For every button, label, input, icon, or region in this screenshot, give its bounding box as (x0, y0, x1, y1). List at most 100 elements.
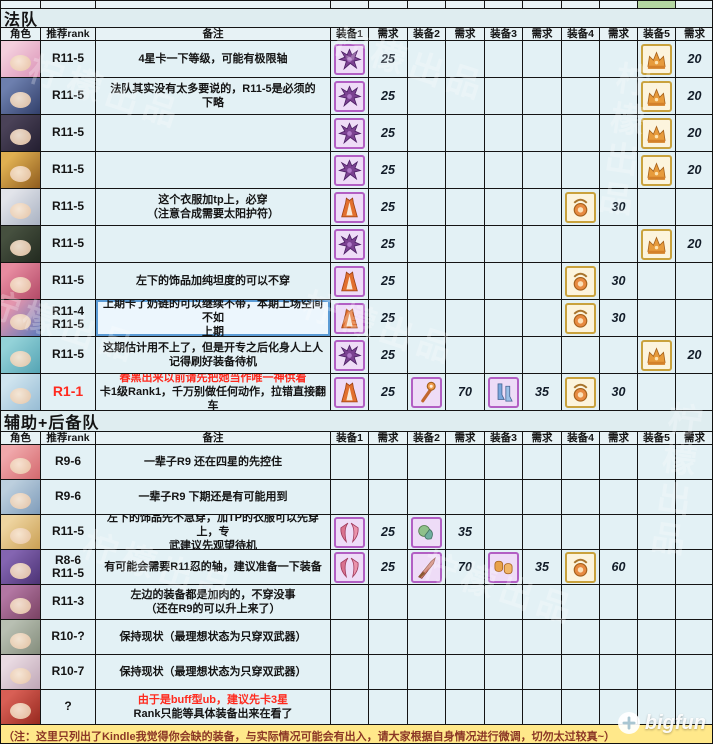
green-charm-icon (411, 516, 442, 548)
need-cell (523, 655, 562, 689)
equip-cell-empty (485, 337, 523, 373)
equip-cell-empty (638, 690, 676, 724)
bigfun-logo: bigfun (617, 711, 706, 735)
need-cell (600, 115, 638, 151)
equip-cell-empty (485, 189, 523, 225)
col-header-9: 装备4 (562, 432, 600, 444)
support-backup-rows: 角色 推荐rank 备注 装备1 需求 装备2 需求 装备3 需求 装备4 需求 装备5 需求 R9-6 一… (1, 432, 712, 725)
equip-cell-empty (408, 337, 446, 373)
footer-note: （注：这里只列出了Kindle我觉得你会缺的装备，与实际情况可能会有出入，请大家… (1, 725, 712, 743)
need-cell: 35 (523, 550, 562, 584)
need-cell: 70 (446, 374, 485, 410)
equip-cell (408, 550, 446, 584)
need-cell (600, 585, 638, 619)
equip-cell (331, 78, 369, 114)
col-header-6: 需求 (446, 432, 485, 444)
avatar-face (10, 91, 31, 108)
equip-cell-empty (562, 515, 600, 549)
cutoff-cell (600, 1, 638, 8)
need-cell (600, 515, 638, 549)
col-header-2: 备注 (96, 432, 331, 444)
equip-cell-empty (408, 115, 446, 151)
equip-cell (562, 189, 600, 225)
equip-cell-empty (485, 300, 523, 336)
note-cell: 由于是buff型ub，建议先卡3星 Rank只能等具体装备出来在看了 (96, 690, 331, 724)
table-row: R10-7 保持现状（最理想状态为只穿双武器） (1, 655, 712, 690)
note-cell: 左下的饰品先不急穿，加TP的衣服可以先穿上，专 武建议先观望待机 (96, 515, 331, 549)
need-cell (446, 585, 485, 619)
character-avatar (1, 374, 41, 410)
cutoff-cell (676, 1, 712, 8)
col-header-6: 需求 (446, 28, 485, 40)
col-header-9: 装备4 (562, 28, 600, 40)
equip-cell (331, 115, 369, 151)
equip-cell (331, 226, 369, 262)
cutoff-cell (523, 1, 562, 8)
section-magic-team: 法队 角色 推荐rank 备注 装备1 需求 装备2 需求 装备3 需求 装备4 需求 装备5 需求 R1… (1, 9, 712, 411)
need-cell (600, 41, 638, 77)
need-cell (523, 300, 562, 336)
col-header-12: 需求 (676, 432, 712, 444)
need-cell: 30 (600, 263, 638, 299)
rank-cell: R11-4 R11-5 (41, 300, 96, 336)
purple-crest-icon (334, 339, 365, 371)
table-row: ? 由于是buff型ub，建议先卡3星 Rank只能等具体装备出来在看了 (1, 690, 712, 725)
blue-boots-icon (488, 376, 519, 408)
note-cell: 春黑出来以前请先把她当作唯一神供着 卡1级Rank1，千万别做任何动作，拉错直接翻… (96, 374, 331, 410)
gold-crown-icon (641, 228, 672, 260)
red-sword-icon (411, 551, 442, 583)
equip-cell (331, 515, 369, 549)
cutoff-cell-green (638, 1, 676, 8)
equip-cell-empty (638, 189, 676, 225)
character-avatar (1, 41, 41, 77)
purple-crest-icon (334, 80, 365, 112)
need-cell (523, 585, 562, 619)
avatar-face (10, 202, 31, 219)
equip-cell (331, 550, 369, 584)
equip-cell-empty (485, 620, 523, 654)
need-cell (523, 620, 562, 654)
col-header-8: 需求 (523, 28, 562, 40)
note-cell (96, 226, 331, 262)
equip-cell-empty (331, 585, 369, 619)
need-cell: 20 (676, 41, 712, 77)
need-cell (369, 480, 408, 514)
equip-cell-empty (562, 152, 600, 188)
need-cell (446, 480, 485, 514)
equip-cell-empty (638, 445, 676, 479)
equip-cell-empty (408, 78, 446, 114)
note-cell: 4星卡一下等级，可能有极限轴 (96, 41, 331, 77)
equip-cell-empty (485, 515, 523, 549)
equip-cell-empty (562, 445, 600, 479)
equip-cell-empty (638, 263, 676, 299)
equip-cell-empty (562, 690, 600, 724)
equip-cell-empty (485, 690, 523, 724)
equip-cell-empty (408, 152, 446, 188)
equip-cell-empty (485, 480, 523, 514)
equip-cell-empty (485, 263, 523, 299)
gold-crown-icon (641, 117, 672, 149)
need-cell (676, 300, 712, 336)
equip-cell-empty (638, 374, 676, 410)
need-cell (600, 655, 638, 689)
equip-cell (562, 550, 600, 584)
section-support-backup-team: 辅助+后备队 角色 推荐rank 备注 装备1 需求 装备2 需求 装备3 需求 装备4 需求 装备5… (1, 411, 712, 725)
cutoff-row-top (1, 1, 712, 9)
gold-amulet-icon (565, 302, 596, 334)
col-header-2: 备注 (96, 28, 331, 40)
need-cell: 25 (369, 515, 408, 549)
need-cell (523, 445, 562, 479)
need-cell (600, 480, 638, 514)
need-cell (523, 189, 562, 225)
col-header-4: 需求 (369, 28, 408, 40)
avatar-face (10, 702, 31, 719)
need-cell (523, 263, 562, 299)
need-cell: 25 (369, 263, 408, 299)
equip-cell (485, 550, 523, 584)
table-row: R11-5 左下的饰品先不急穿，加TP的衣服可以先穿上，专 武建议先观望待机 25 35 (1, 515, 712, 550)
equip-cell-empty (638, 655, 676, 689)
purple-crest-icon (334, 228, 365, 260)
need-cell (523, 152, 562, 188)
rank-cell: R10-7 (41, 655, 96, 689)
need-cell (369, 620, 408, 654)
